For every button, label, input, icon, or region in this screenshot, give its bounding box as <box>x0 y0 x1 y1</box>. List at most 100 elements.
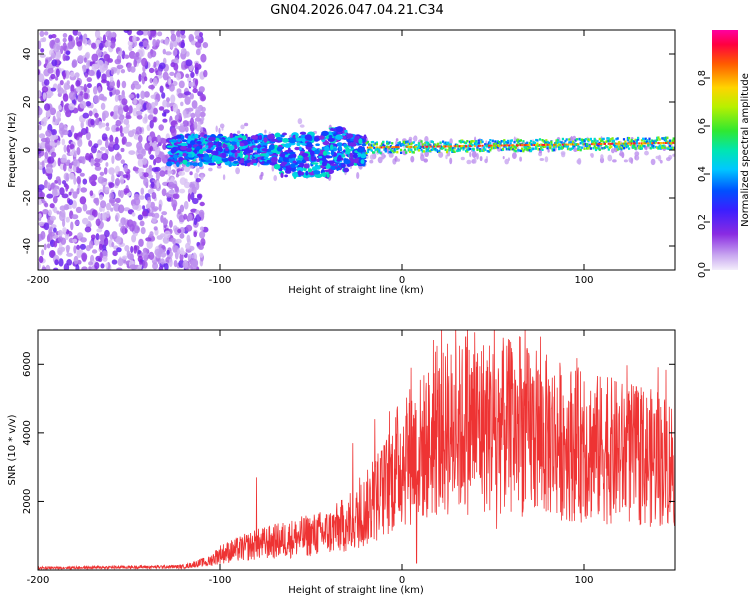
spectrogram-noise-blob <box>55 76 59 81</box>
spectrogram-noise-blob <box>197 194 202 201</box>
spectrogram-track-peak <box>652 142 655 145</box>
spectrogram-track-blob <box>358 138 363 145</box>
spectrogram-track-cell <box>631 144 635 148</box>
spectrogram-noise-blob <box>38 233 41 243</box>
spectrogram-noise-blob <box>142 40 149 48</box>
spectrogram-noise-blob <box>131 129 137 134</box>
spectrogram-noise-blob <box>179 204 185 213</box>
spectrogram-track-cell <box>472 140 475 143</box>
spectrogram-noise-blob <box>166 249 170 255</box>
spectrogram-track-cell <box>406 140 409 143</box>
snr-y-tick-label: 2000 <box>22 489 33 514</box>
spectrogram-noise-blob <box>97 59 104 69</box>
spectrogram-noise-blob <box>183 200 189 210</box>
spectrogram-noise-blob <box>144 142 151 151</box>
spectrogram-track-cell <box>546 147 549 150</box>
spectrogram-noise-blob <box>175 72 182 81</box>
spectrogram-track-cell <box>463 141 466 144</box>
spectrogram-track-cell <box>436 150 440 153</box>
spectrogram-noise-blob <box>190 117 194 126</box>
spectrogram-noise-blob <box>128 150 136 156</box>
spectrogram-noise-blob <box>39 141 46 149</box>
spectrogram-track-blob <box>333 132 337 135</box>
spectrogram-track-peak <box>378 146 381 149</box>
spectrogram-noise-blob <box>133 225 140 234</box>
spectrogram-track-cell <box>598 137 601 141</box>
spectrogram-track-cell <box>377 150 380 153</box>
spectrogram-noise-blob <box>62 33 68 38</box>
spectrogram-noise-blob <box>73 255 79 265</box>
spectrogram-noise-blob <box>53 267 59 270</box>
spectrogram-track-cell <box>658 147 661 150</box>
spectrogram-track-cell <box>462 140 465 143</box>
spectrogram-noise-blob <box>57 87 64 95</box>
spectrogram-track-peak <box>651 142 654 145</box>
spectrogram-track-cell <box>666 147 669 150</box>
spectrogram-track-peak <box>538 143 542 146</box>
spectrogram-track-peak <box>663 142 666 144</box>
spectrogram-track-blob <box>311 162 319 165</box>
spectrogram-track-blob <box>214 150 219 156</box>
spectrogram-track-cell <box>471 140 474 143</box>
spectrogram-halo-blob <box>630 157 634 164</box>
spectrogram-track-peak <box>473 144 477 147</box>
spectrogram-track-cell <box>638 145 641 148</box>
spectrogram-track-blob <box>221 157 229 162</box>
spectrogram-noise-blob <box>42 92 47 100</box>
spectrogram-noise-blob <box>49 226 53 231</box>
spectrogram-track-cell <box>430 148 433 152</box>
spectrogram-noise-blob <box>71 200 77 209</box>
spectrogram-noise-blob <box>123 164 128 172</box>
spectrogram-track-blob <box>176 161 180 167</box>
spectrogram-track-cell <box>370 141 373 144</box>
spectrogram-noise-blob <box>109 192 115 200</box>
spectrogram-track-cell <box>400 144 403 147</box>
spectrogram-track-cell <box>619 147 622 150</box>
spectrogram-track-cell <box>389 149 392 152</box>
spectrogram-track-cell <box>633 143 636 147</box>
spectrogram-noise-blob <box>75 206 82 214</box>
spectrogram-track-blob <box>300 171 304 176</box>
spectrogram-noise-blob <box>193 121 198 130</box>
spectrogram-track-blob <box>205 145 209 149</box>
spectrogram-noise-blob <box>97 139 103 146</box>
spectrogram-noise-blob <box>191 258 199 268</box>
spectrogram-track-cell <box>668 144 671 148</box>
spectrogram-track-cell <box>449 143 452 146</box>
spectrogram-track-cell <box>663 136 666 140</box>
spectrogram-track-cell <box>480 140 483 143</box>
spectrogram-track-cell <box>667 146 670 149</box>
spectrogram-track-cell <box>584 138 587 141</box>
spectrogram-track-peak <box>382 146 385 149</box>
spectrogram-track-peak <box>479 144 482 147</box>
spectrogram-noise-blob <box>101 153 109 161</box>
spectrogram-noise-blob <box>114 94 119 102</box>
spectrogram-noise-blob <box>150 50 157 58</box>
spectrogram-track-cell <box>411 141 414 145</box>
spectrogram-track-cell <box>568 147 571 151</box>
spectrogram-track-cell <box>621 146 624 150</box>
spectrogram-noise-blob <box>68 199 73 206</box>
spectrogram-track-cell <box>392 151 395 154</box>
spectrogram-noise-blob <box>170 94 176 104</box>
spectrogram-track-cell <box>579 142 582 145</box>
spectrogram-halo-blob <box>634 155 637 160</box>
spectrogram-track-cell <box>556 138 559 142</box>
spectrogram-track-cell <box>495 145 498 149</box>
spectrogram-track-cell <box>574 143 577 146</box>
spectrogram-noise-blob <box>43 116 49 122</box>
spectrogram-noise-blob <box>174 186 179 193</box>
spectrogram-noise-blob <box>82 178 88 185</box>
spectrogram-noise-blob <box>55 68 60 78</box>
spectrogram-track-cell <box>503 139 506 142</box>
spectrogram-noise-blob <box>183 213 188 220</box>
spectrogram-track-peak <box>626 142 629 145</box>
spectrogram-track-cell <box>550 140 553 144</box>
spectrogram-noise-blob <box>153 226 158 231</box>
spectrogram-noise-blob <box>201 95 206 101</box>
snr-y-tick-label: 4000 <box>22 420 33 445</box>
spectrogram-track-cell <box>369 143 372 147</box>
spectrogram-noise-blob <box>75 80 81 87</box>
spectrogram-halo-blob <box>611 148 615 154</box>
spectrogram-track-cell <box>624 144 627 147</box>
